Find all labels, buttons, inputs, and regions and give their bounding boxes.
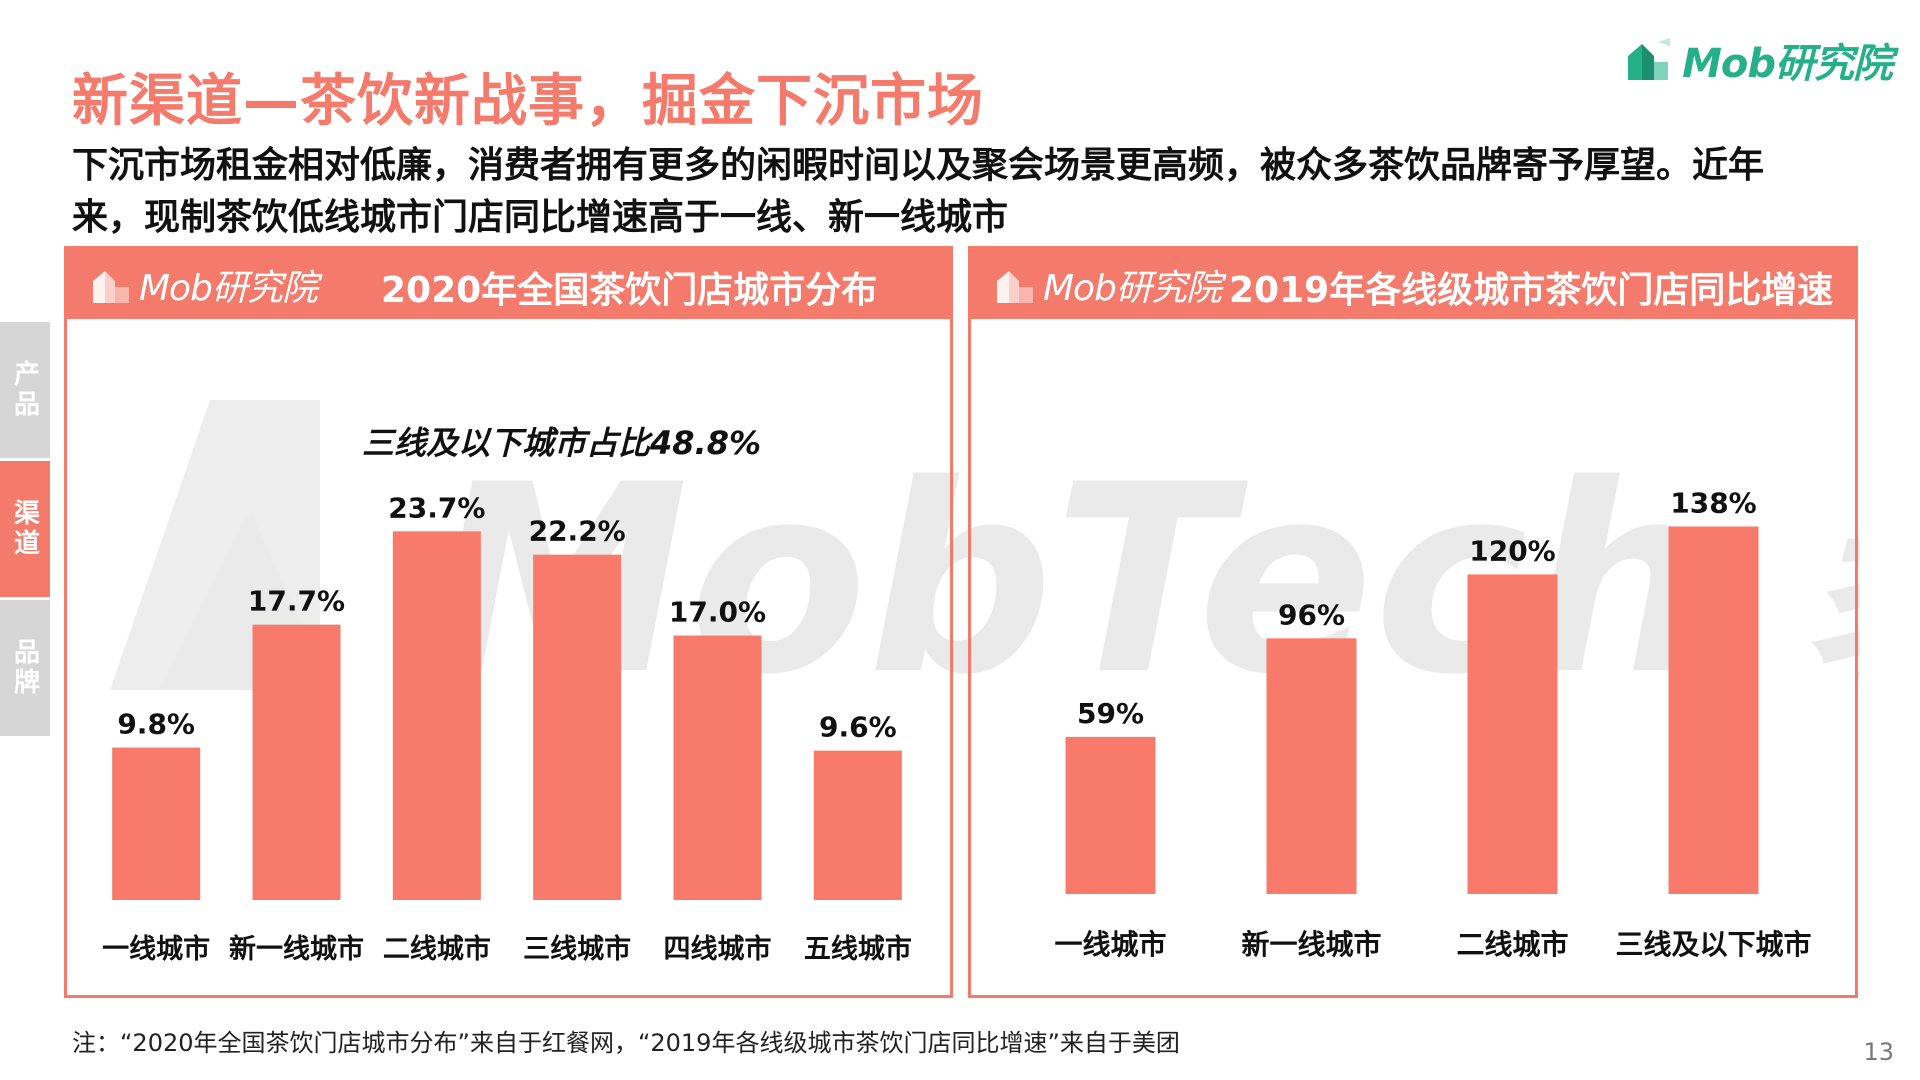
mob-logo-icon xyxy=(93,271,129,303)
data-label: 17.7% xyxy=(248,585,345,618)
data-label: 120% xyxy=(1469,534,1556,567)
bar-chart-store-distribution: 9.8% 一线城市 17.7% 新一线城市 23.7% 二线城市 22.2% 三线城市 17.0… xyxy=(102,491,912,965)
chart-panel-store-growth: Mob研究院 2019年各线级城市茶饮门店同比增速 xyxy=(968,246,1858,998)
panel-logo-text: Mob研究院 xyxy=(139,268,318,309)
page-title: 新渠道—茶饮新战事，掘金下沉市场 xyxy=(72,69,984,134)
page-subtitle: 下沉市场租金相对低廉，消费者拥有更多的闲暇时间以及聚会场景更高频，被众多茶饮品牌… xyxy=(72,145,1765,238)
side-tab-label: 产品 xyxy=(9,360,40,420)
brand-logo: Mob研究院 xyxy=(1624,30,1893,90)
side-tab-label: 品牌 xyxy=(9,638,40,698)
panel-header xyxy=(971,249,1855,319)
bar-新一线城市 xyxy=(1266,638,1357,894)
panel-header xyxy=(67,249,950,319)
bar-新一线城市 xyxy=(252,624,341,900)
bar-五线城市 xyxy=(813,750,902,900)
bar-一线城市 xyxy=(1065,736,1156,894)
panel-logo: Mob研究院 xyxy=(89,259,318,311)
data-label: 23.7% xyxy=(388,491,485,524)
chart-title: 2019年各线级城市茶饮门店同比增速 xyxy=(1229,270,1834,311)
bar-chart-store-growth: 59% 一线城市 96% 新一线城市 120% 二线城市 138% 三线及以下城市 xyxy=(1054,486,1811,961)
bar-三线城市 xyxy=(533,554,622,900)
chart-title: 2020年全国茶饮门店城市分布 xyxy=(381,270,878,311)
mob-logo-icon xyxy=(1628,38,1671,80)
data-label: 17.0% xyxy=(669,596,766,629)
data-label: 138% xyxy=(1670,486,1757,519)
category-label: 二线城市 xyxy=(383,933,491,965)
bar-一线城市 xyxy=(112,747,201,900)
bar-二线城市 xyxy=(392,531,481,900)
data-label: 22.2% xyxy=(529,515,626,548)
category-label: 新一线城市 xyxy=(229,933,364,965)
footnote: 注：“2020年全国茶饮门店城市分布”来自于红餐网，“2019年各线级城市茶饮门… xyxy=(72,1029,1180,1057)
bar-四线城市 xyxy=(673,635,762,900)
category-label: 二线城市 xyxy=(1456,928,1568,961)
category-label: 一线城市 xyxy=(102,933,210,965)
panel-logo-text: Mob研究院 xyxy=(1043,268,1222,309)
side-tab-product[interactable]: 产品 xyxy=(0,322,50,458)
data-label: 9.8% xyxy=(117,708,195,741)
category-label: 四线城市 xyxy=(664,933,772,965)
chart-annotation: 三线及以下城市占比48.8% xyxy=(362,424,762,462)
category-label: 三线及以下城市 xyxy=(1615,928,1811,961)
chart-panel-store-distribution: Mob研究院 2020年全国茶饮门店城市分布 xyxy=(64,246,953,998)
panel-logo: Mob研究院 xyxy=(993,259,1222,311)
side-tab-brand[interactable]: 品牌 xyxy=(0,600,50,736)
data-label: 96% xyxy=(1278,598,1345,631)
side-tab-label: 渠道 xyxy=(9,499,40,559)
category-label: 新一线城市 xyxy=(1241,928,1381,961)
category-label: 一线城市 xyxy=(1054,928,1166,961)
brand-name: Mob研究院 xyxy=(1682,41,1893,87)
category-label: 五线城市 xyxy=(804,933,912,965)
bar-三线及以下城市 xyxy=(1668,526,1759,894)
data-label: 9.6% xyxy=(819,711,897,744)
mob-logo-icon xyxy=(997,271,1033,303)
page-number: 13 xyxy=(1863,1038,1894,1066)
category-label: 三线城市 xyxy=(523,933,631,965)
bar-二线城市 xyxy=(1467,574,1558,894)
data-label: 59% xyxy=(1077,697,1144,730)
side-tab-channel[interactable]: 渠道 xyxy=(0,461,50,597)
